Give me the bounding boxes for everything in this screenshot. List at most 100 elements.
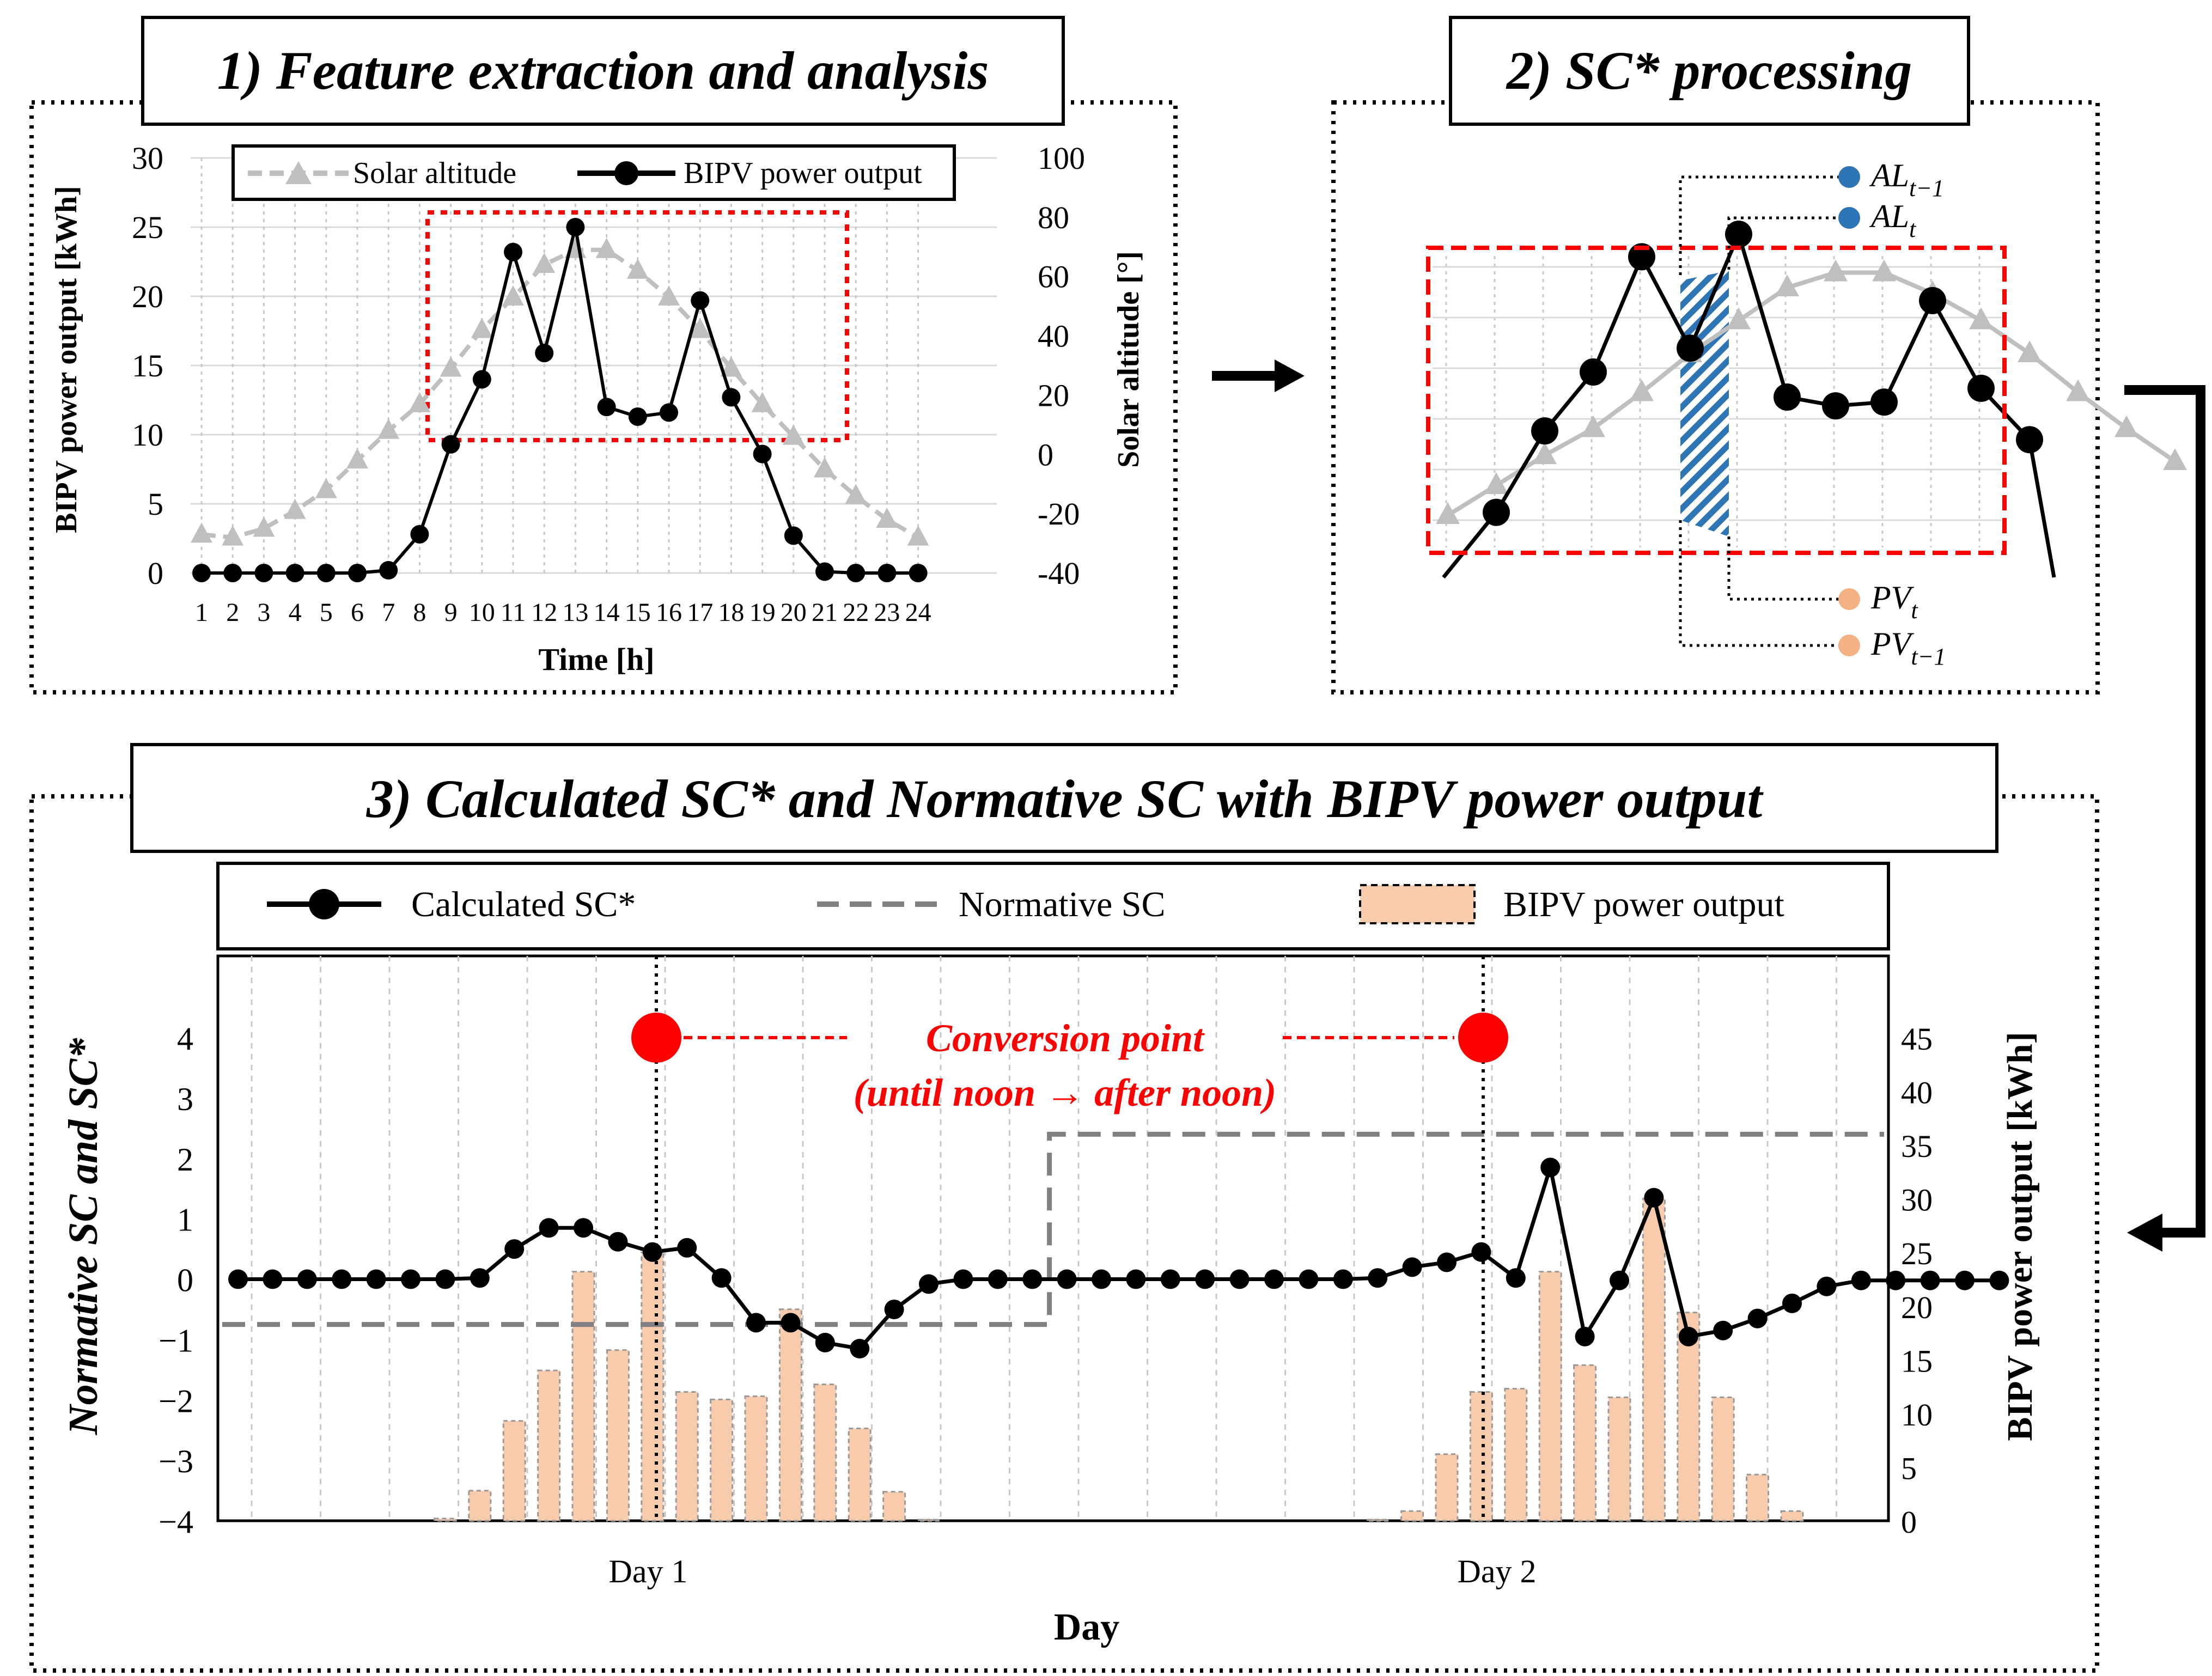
legend-calculated-sc-marker [309, 889, 339, 919]
calculated-sc-marker [1575, 1326, 1595, 1346]
bipv-power-marker [660, 403, 678, 422]
solar-altitude-marker [689, 318, 711, 338]
x-tick-label: 5 [320, 598, 333, 627]
solar-altitude-marker [440, 356, 462, 377]
bipv-power-marker [1870, 388, 1898, 416]
y-left-tick-label: 20 [132, 279, 163, 314]
calculated-sc-marker [1437, 1252, 1457, 1272]
calculated-sc-marker [504, 1239, 525, 1259]
panel-2-frame [1331, 100, 2100, 694]
calculated-sc-marker [297, 1269, 317, 1289]
bipv-power-marker [441, 435, 460, 454]
legend-bipv-marker [614, 161, 638, 185]
panel-1-highlight-box [425, 210, 849, 442]
panel-1-ylabel-left: BIPV power output [kWh] [50, 186, 83, 533]
y-right-tick-label: 0 [1038, 437, 1053, 472]
solar-altitude-marker [1872, 259, 1896, 282]
al-prev-leader [1679, 175, 1844, 275]
calculated-sc-marker [919, 1274, 939, 1294]
bipv-power-bar [1400, 1510, 1424, 1522]
solar-altitude-marker [2066, 379, 2090, 401]
solar-altitude-marker [626, 258, 649, 279]
solar-altitude-marker [658, 285, 680, 306]
bipv-power-marker [2016, 426, 2043, 454]
calculated-sc-marker [781, 1313, 801, 1333]
calculated-sc-marker [1506, 1268, 1526, 1288]
pv-cur-dot [1838, 588, 1860, 610]
x-tick-label: 4 [289, 598, 302, 627]
calculated-sc-marker [1022, 1269, 1043, 1289]
solar-altitude-marker [471, 318, 493, 338]
bipv-power-marker [1774, 383, 1801, 411]
calculated-sc-marker [884, 1299, 904, 1319]
panel-3-ylabel-right: BIPV power output [kWh] [2000, 1032, 2040, 1441]
panel-3-bars [433, 1198, 1804, 1522]
calculated-sc-marker [1126, 1269, 1146, 1289]
panel-3-grid [251, 956, 1837, 1521]
solar-altitude-marker [191, 522, 212, 543]
panel-3-xlabel: Day [1054, 1606, 1120, 1648]
solar-altitude-marker [346, 448, 368, 469]
panel-2-title-box [1449, 16, 1970, 126]
bipv-power-marker [379, 560, 398, 580]
calculated-sc-marker [642, 1242, 662, 1262]
bipv-power-bar [848, 1427, 872, 1522]
x-tick-label: 11 [501, 598, 526, 627]
bipv-power-marker [722, 388, 741, 407]
bipv-power-marker [753, 444, 772, 464]
bipv-power-marker [691, 291, 710, 310]
solar-altitude-marker [845, 484, 867, 504]
x-tick-label: 12 [531, 598, 557, 627]
al-cur-leader [1727, 216, 1844, 270]
panel-2-series [1436, 221, 2187, 579]
y-right-tick-label: 5 [1901, 1450, 1917, 1486]
panel-1-ylabel-right: Solar altitude [°] [1112, 251, 1145, 468]
legend-solar-altitude-marker [285, 161, 312, 184]
bipv-power-marker [628, 407, 647, 426]
normative-sc-step-line [222, 1131, 1884, 1327]
calculated-sc-marker [953, 1269, 973, 1289]
bipv-power-marker [316, 564, 336, 582]
y-left-tick-label: 30 [132, 141, 163, 176]
bipv-power-bar [468, 1490, 492, 1522]
panel-1-title: 1) Feature extraction and analysis [217, 40, 989, 101]
solar-altitude-marker [222, 525, 244, 546]
y-left-tick-label: 15 [132, 348, 163, 383]
calculated-sc-marker [1057, 1269, 1077, 1289]
calculated-sc-marker [1195, 1269, 1215, 1289]
calculated-sc-line [238, 1167, 2000, 1351]
calculated-sc-marker [1989, 1270, 2009, 1290]
panel-1-series [191, 218, 929, 582]
solar-altitude-marker [1436, 502, 1460, 524]
bipv-power-marker [1483, 498, 1510, 526]
x-tick-label: 6 [351, 598, 364, 627]
bipv-power-marker [535, 344, 554, 363]
solar-altitude-marker [253, 516, 275, 537]
y-right-tick-label: 80 [1038, 200, 1069, 235]
y-right-tick-label: 35 [1901, 1129, 1933, 1164]
panel-3-title-box [130, 743, 1998, 853]
x-tick-label: 9 [444, 598, 458, 627]
y-right-tick-label: 100 [1038, 141, 1085, 176]
y-right-tick-label: 15 [1901, 1343, 1933, 1379]
bipv-power-marker [223, 564, 242, 582]
solar-altitude-marker [1727, 307, 1751, 330]
bipv-power-marker [846, 564, 866, 582]
bipv-power-marker [878, 564, 897, 582]
y-left-tick-label: 4 [177, 1021, 193, 1057]
solar-altitude-marker [595, 237, 618, 258]
calculated-sc-marker [1471, 1242, 1491, 1262]
panel-3-plot-frame [216, 954, 1890, 1522]
calculated-sc-marker [1782, 1293, 1802, 1313]
y-right-tick-label: 25 [1901, 1236, 1933, 1271]
panel-3-legend-box [216, 862, 1890, 950]
calculated-sc-marker [1229, 1269, 1250, 1289]
calculated-sc-marker [1920, 1270, 1940, 1290]
calculated-sc-marker [1264, 1269, 1284, 1289]
solar-altitude-marker [907, 525, 929, 546]
calculated-sc-marker [401, 1269, 421, 1289]
solar-altitude-marker [814, 457, 836, 478]
bipv-power-bar [571, 1271, 595, 1522]
solar-altitude-marker [1581, 415, 1605, 437]
